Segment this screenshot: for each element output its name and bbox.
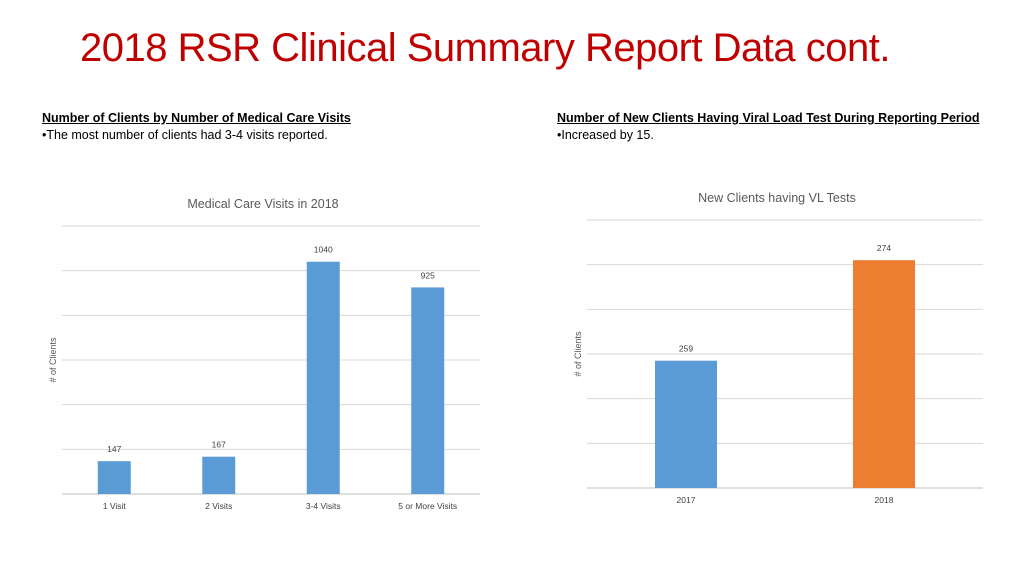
medical-care-visits-chart: Medical Care Visits in 2018 # of Clients 1… bbox=[48, 197, 480, 511]
bar-5-or-more-visits bbox=[411, 287, 445, 494]
category-label: 3-4 Visits bbox=[306, 501, 341, 511]
data-label: 167 bbox=[212, 440, 226, 450]
bar-2-visits bbox=[202, 456, 236, 494]
y-axis-label: # of Clients bbox=[48, 337, 58, 383]
bar-1-visit bbox=[97, 461, 131, 494]
right-panel-bullet: •Increased by 15. bbox=[557, 128, 654, 142]
category-label: 2 Visits bbox=[205, 501, 232, 511]
left-panel-text: Number of Clients by Number of Medical C… bbox=[42, 111, 351, 142]
data-label: 147 bbox=[107, 444, 121, 454]
right-panel-text: Number of New Clients Having Viral Load … bbox=[557, 111, 980, 142]
right-panel-heading: Number of New Clients Having Viral Load … bbox=[557, 111, 980, 125]
category-label: 2018 bbox=[875, 495, 894, 505]
category-label: 2017 bbox=[677, 495, 696, 505]
new-clients-vl-tests-chart: New Clients having VL Tests # of Clients 2… bbox=[573, 191, 983, 505]
bar-3-4-visits bbox=[306, 261, 340, 494]
data-label: 925 bbox=[421, 270, 435, 280]
data-label: 259 bbox=[679, 344, 693, 354]
bar-2017 bbox=[655, 360, 717, 488]
left-panel-bullet: •The most number of clients had 3-4 visi… bbox=[42, 128, 328, 142]
chart-title: New Clients having VL Tests bbox=[698, 191, 856, 205]
category-label: 1 Visit bbox=[103, 501, 127, 511]
data-label: 274 bbox=[877, 243, 891, 253]
slide-title: 2018 RSR Clinical Summary Report Data co… bbox=[80, 26, 890, 70]
data-label: 1040 bbox=[314, 245, 333, 255]
bar-2018 bbox=[853, 260, 915, 488]
chart-title: Medical Care Visits in 2018 bbox=[187, 197, 338, 211]
category-label: 5 or More Visits bbox=[398, 501, 457, 511]
left-panel-heading: Number of Clients by Number of Medical C… bbox=[42, 111, 351, 125]
y-axis-label: # of Clients bbox=[573, 331, 583, 377]
